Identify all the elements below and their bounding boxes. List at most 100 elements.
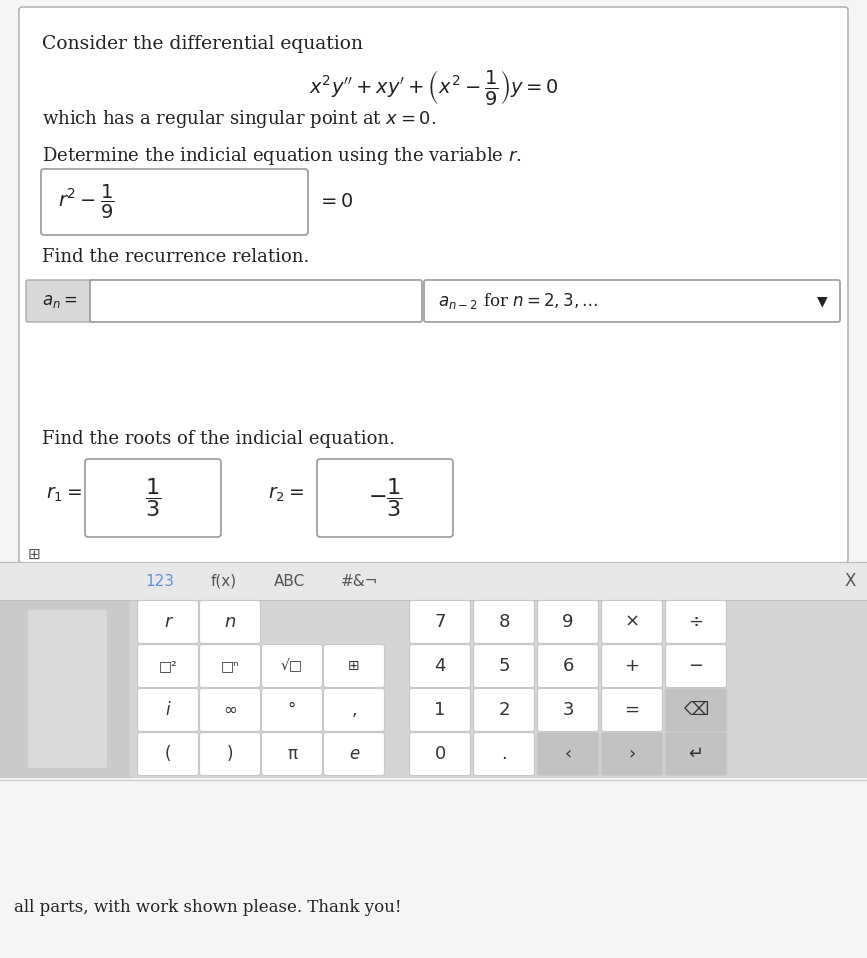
- Text: ▼: ▼: [817, 294, 827, 308]
- FancyBboxPatch shape: [323, 645, 384, 688]
- FancyBboxPatch shape: [262, 733, 323, 775]
- Text: $r_1 =$: $r_1 =$: [46, 486, 82, 504]
- Text: $r_2 =$: $r_2 =$: [268, 486, 304, 504]
- Text: (: (: [165, 745, 171, 763]
- FancyBboxPatch shape: [138, 601, 199, 644]
- Text: ×: ×: [624, 613, 640, 631]
- FancyBboxPatch shape: [138, 733, 199, 775]
- Text: all parts, with work shown please. Thank you!: all parts, with work shown please. Thank…: [14, 900, 401, 917]
- Text: 5: 5: [499, 657, 510, 675]
- Text: $a_n =$: $a_n =$: [42, 292, 78, 309]
- Text: 123: 123: [146, 574, 174, 588]
- Text: −: −: [688, 657, 703, 675]
- FancyBboxPatch shape: [90, 280, 422, 322]
- Text: $\dfrac{1}{3}$: $\dfrac{1}{3}$: [145, 476, 161, 519]
- Text: $r^2 - \dfrac{1}{9}$: $r^2 - \dfrac{1}{9}$: [58, 183, 114, 221]
- Text: 0: 0: [434, 745, 446, 763]
- FancyBboxPatch shape: [666, 733, 727, 775]
- FancyBboxPatch shape: [538, 733, 598, 775]
- Text: Find the roots of the indicial equation.: Find the roots of the indicial equation.: [42, 430, 395, 448]
- Text: i: i: [166, 701, 170, 719]
- FancyBboxPatch shape: [199, 733, 260, 775]
- Text: 2: 2: [499, 701, 510, 719]
- FancyBboxPatch shape: [323, 733, 384, 775]
- Text: 3: 3: [563, 701, 574, 719]
- Text: □ⁿ: □ⁿ: [221, 659, 239, 673]
- FancyBboxPatch shape: [409, 645, 471, 688]
- Text: ‹: ‹: [564, 745, 571, 763]
- Text: 4: 4: [434, 657, 446, 675]
- Text: ›: ›: [629, 745, 636, 763]
- FancyBboxPatch shape: [538, 645, 598, 688]
- Text: ÷: ÷: [688, 613, 703, 631]
- Text: .: .: [501, 745, 507, 763]
- Text: which has a regular singular point at $x = 0$.: which has a regular singular point at $x…: [42, 108, 436, 130]
- FancyBboxPatch shape: [317, 459, 453, 537]
- FancyBboxPatch shape: [473, 645, 534, 688]
- Text: √□: √□: [281, 659, 303, 673]
- Text: X: X: [844, 572, 856, 590]
- FancyBboxPatch shape: [409, 733, 471, 775]
- FancyBboxPatch shape: [19, 7, 848, 563]
- Text: ): ): [227, 745, 233, 763]
- FancyBboxPatch shape: [602, 733, 662, 775]
- FancyBboxPatch shape: [138, 689, 199, 732]
- FancyBboxPatch shape: [41, 169, 308, 235]
- FancyBboxPatch shape: [473, 733, 534, 775]
- FancyBboxPatch shape: [602, 689, 662, 732]
- Text: π: π: [287, 745, 297, 763]
- FancyBboxPatch shape: [602, 601, 662, 644]
- Text: ∞: ∞: [223, 701, 237, 719]
- FancyBboxPatch shape: [199, 645, 260, 688]
- Text: =: =: [624, 701, 640, 719]
- Text: +: +: [624, 657, 640, 675]
- FancyBboxPatch shape: [409, 601, 471, 644]
- FancyBboxPatch shape: [602, 645, 662, 688]
- FancyBboxPatch shape: [262, 689, 323, 732]
- Text: □²: □²: [159, 659, 178, 673]
- FancyBboxPatch shape: [85, 459, 221, 537]
- FancyBboxPatch shape: [666, 601, 727, 644]
- Text: ⊞: ⊞: [28, 547, 41, 562]
- Text: ⌫: ⌫: [683, 701, 708, 719]
- Text: ⊞: ⊞: [349, 659, 360, 673]
- FancyBboxPatch shape: [538, 601, 598, 644]
- Text: 7: 7: [434, 613, 446, 631]
- Bar: [0, 600, 867, 778]
- Text: $x^2y'' + xy' + \left(x^2 - \dfrac{1}{9}\right)y = 0$: $x^2y'' + xy' + \left(x^2 - \dfrac{1}{9}…: [309, 68, 558, 107]
- Text: 9: 9: [563, 613, 574, 631]
- FancyBboxPatch shape: [199, 689, 260, 732]
- Bar: [0, 600, 130, 778]
- FancyBboxPatch shape: [262, 645, 323, 688]
- Text: Determine the indicial equation using the variable $r$.: Determine the indicial equation using th…: [42, 145, 522, 167]
- Text: ↵: ↵: [688, 745, 703, 763]
- FancyBboxPatch shape: [28, 610, 107, 768]
- Text: °: °: [288, 701, 297, 719]
- FancyBboxPatch shape: [138, 645, 199, 688]
- FancyBboxPatch shape: [424, 280, 840, 322]
- Text: $a_{n-2}$ for $n = 2, 3, \ldots$: $a_{n-2}$ for $n = 2, 3, \ldots$: [438, 291, 598, 311]
- FancyBboxPatch shape: [26, 280, 94, 322]
- Text: ,: ,: [351, 701, 356, 719]
- Text: 1: 1: [434, 701, 446, 719]
- FancyBboxPatch shape: [666, 645, 727, 688]
- Text: $= 0$: $= 0$: [317, 193, 354, 211]
- FancyBboxPatch shape: [323, 689, 384, 732]
- Bar: [0, 562, 867, 778]
- Text: #&¬: #&¬: [342, 574, 379, 588]
- Text: Consider the differential equation: Consider the differential equation: [42, 35, 363, 53]
- Text: Find the recurrence relation.: Find the recurrence relation.: [42, 248, 310, 266]
- Text: 8: 8: [499, 613, 510, 631]
- FancyBboxPatch shape: [538, 689, 598, 732]
- Text: f(x): f(x): [211, 574, 237, 588]
- FancyBboxPatch shape: [199, 601, 260, 644]
- Text: e: e: [349, 745, 359, 763]
- Text: $-\dfrac{1}{3}$: $-\dfrac{1}{3}$: [368, 476, 402, 519]
- Text: r: r: [165, 613, 172, 631]
- FancyBboxPatch shape: [409, 689, 471, 732]
- Text: 6: 6: [563, 657, 574, 675]
- FancyBboxPatch shape: [666, 689, 727, 732]
- Text: ABC: ABC: [274, 574, 306, 588]
- FancyBboxPatch shape: [473, 601, 534, 644]
- FancyBboxPatch shape: [473, 689, 534, 732]
